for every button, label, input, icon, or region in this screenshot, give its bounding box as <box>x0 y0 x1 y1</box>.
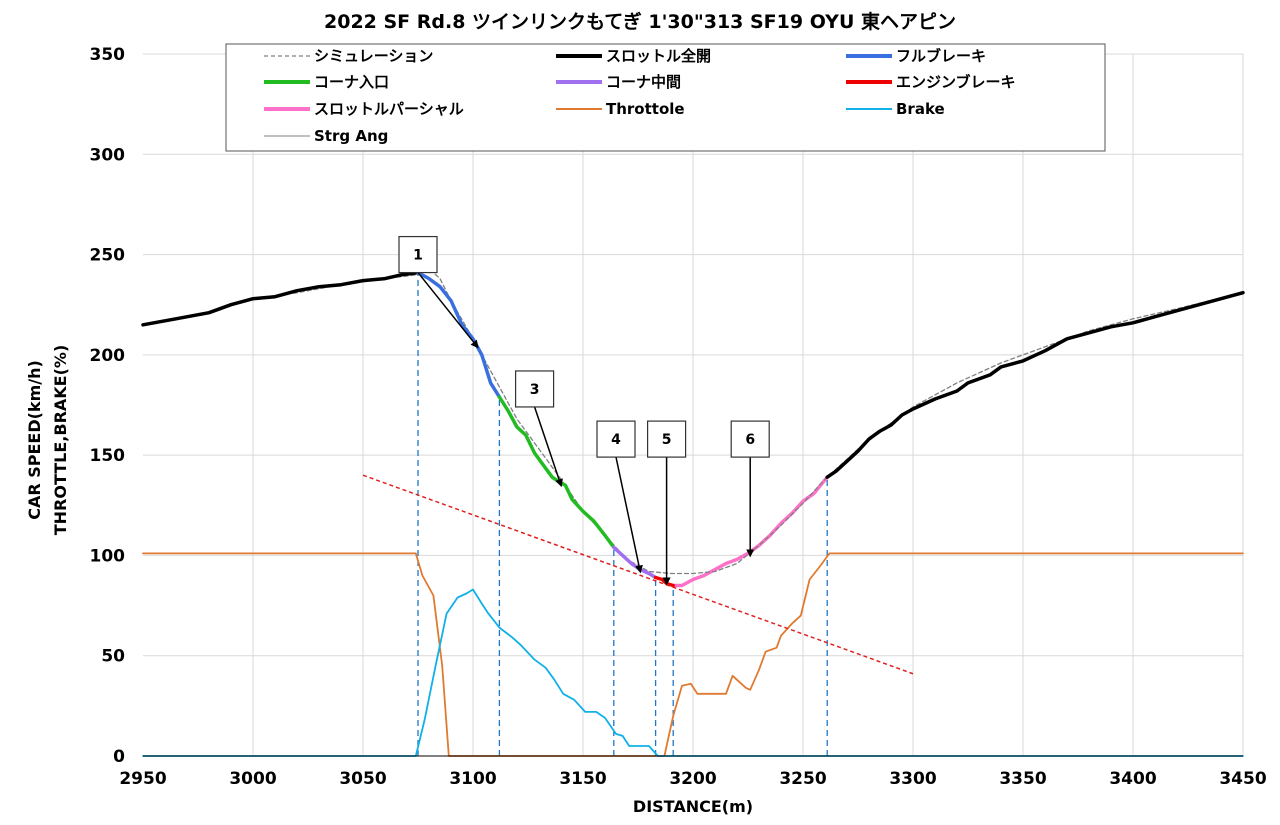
series-line <box>142 588 1244 757</box>
y-tick-label: 350 <box>90 45 126 65</box>
series-line <box>141 270 420 327</box>
series-line <box>416 270 502 399</box>
y-tick-label: 150 <box>90 446 126 466</box>
grid <box>143 53 1244 756</box>
series-group <box>141 267 1245 757</box>
x-tick-label: 2950 <box>119 769 166 789</box>
trend-line-group <box>362 474 914 675</box>
legend-label: スロットルパーシャル <box>314 100 464 118</box>
callout-box <box>596 420 636 458</box>
trend-line <box>362 474 914 675</box>
legend-box <box>225 43 1106 152</box>
y-tick-label: 0 <box>113 747 125 767</box>
legend-label: コーナ中間 <box>606 73 681 91</box>
callout-box <box>730 420 770 458</box>
series-line <box>653 575 675 588</box>
series-line <box>142 552 1244 757</box>
x-tick-label: 3150 <box>559 769 606 789</box>
callouts: 1 3 4 5 6 <box>398 235 770 586</box>
legend-label: フルブレーキ <box>896 47 986 65</box>
y-tick-label: 100 <box>90 546 126 566</box>
callout-arrow <box>417 272 479 349</box>
callout-label: 3 <box>530 382 540 398</box>
legend-label: コーナ入口 <box>314 73 389 91</box>
x-tick-label: 3200 <box>669 769 716 789</box>
x-tick-label: 3250 <box>779 769 826 789</box>
callout-label: 1 <box>413 248 423 264</box>
y-axis-label-speed: CAR SPEED(km/h) <box>25 360 44 520</box>
x-tick-label: 3350 <box>999 769 1046 789</box>
chart-title: 2022 SF Rd.8 ツインリンクもてぎ 1'30"313 SF19 OYU… <box>324 10 956 33</box>
y-tick-label: 50 <box>101 647 125 667</box>
legend-label: Brake <box>896 100 945 118</box>
callout-box <box>514 370 555 408</box>
x-axis-label: DISTANCE(m) <box>633 797 753 816</box>
legend-label: Strg Ang <box>314 127 388 145</box>
y-axis-label-throttle-brake: THROTTLE,BRAKE(%) <box>51 345 70 536</box>
phase-boundary-lines <box>417 272 828 756</box>
x-tick-label: 3300 <box>889 769 936 789</box>
callout-box <box>646 420 687 458</box>
callout-box <box>398 235 438 274</box>
x-axis-ticks: 2950 3000 3050 3100 3150 3200 3250 3300 3350 3400… <box>119 769 1266 789</box>
legend-label: スロットル全開 <box>606 47 711 65</box>
x-tick-label: 3050 <box>339 769 386 789</box>
series-line <box>825 290 1245 479</box>
callout-arrow <box>615 456 643 574</box>
y-tick-label: 200 <box>90 346 126 366</box>
x-tick-label: 3100 <box>449 769 496 789</box>
legend-label: Throttole <box>606 100 685 118</box>
y-tick-label: 250 <box>90 246 126 266</box>
y-axis-ticks: 0 50 100 150 200 250 300 350 <box>90 45 126 767</box>
legend-label: シミュレーション <box>314 47 433 65</box>
callout-label: 4 <box>611 432 621 448</box>
callout-label: 6 <box>745 432 755 448</box>
callout-arrow <box>533 406 563 488</box>
callout-label: 5 <box>662 432 672 448</box>
y-tick-label: 300 <box>90 145 126 165</box>
legend-label: エンジンブレーキ <box>896 73 1016 91</box>
x-tick-label: 3000 <box>229 769 276 789</box>
x-tick-label: 3450 <box>1219 769 1266 789</box>
x-tick-label: 3400 <box>1109 769 1156 789</box>
